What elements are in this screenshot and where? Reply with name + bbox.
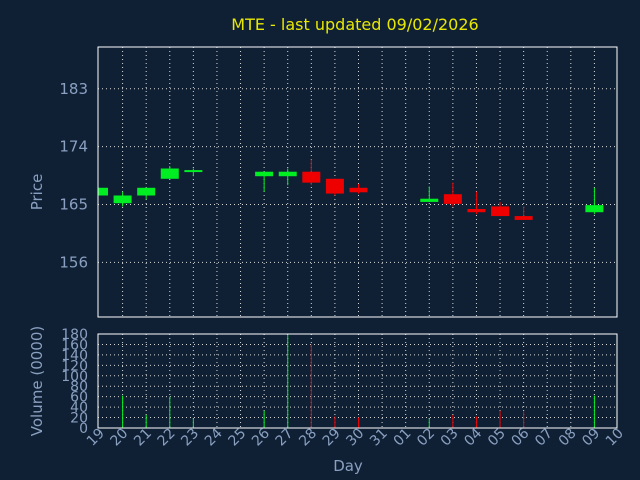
volume-tick-label: 100 xyxy=(61,369,88,385)
volume-tick-label: 160 xyxy=(61,337,88,353)
candle-body xyxy=(491,206,510,217)
day-tick-label: 06 xyxy=(509,425,533,449)
candle-body xyxy=(278,171,297,177)
day-tick-label: 27 xyxy=(273,426,297,450)
day-tick-label: 03 xyxy=(438,426,462,450)
day-tick-label: 05 xyxy=(485,426,509,450)
candle-body xyxy=(302,171,321,183)
volume-grid xyxy=(98,334,617,428)
volume-tick-label: 140 xyxy=(61,348,88,364)
day-tick-label: 07 xyxy=(532,426,556,450)
day-tick-label: 10 xyxy=(603,426,627,450)
day-axis-labels: 19 20 21 22 23 24 25 26 27 28 29 30 31 01 02 03 04 05 06 07… xyxy=(84,425,627,449)
day-tick-label: 22 xyxy=(155,426,179,450)
candles xyxy=(98,159,604,220)
day-tick-label: 23 xyxy=(178,426,202,450)
price-tick-label: 156 xyxy=(59,253,88,271)
volume-tick-label: 80 xyxy=(70,379,88,395)
day-tick-label: 24 xyxy=(202,425,226,449)
volume-tick-label: 40 xyxy=(70,400,88,416)
volume-tick-label: 180 xyxy=(61,327,88,343)
day-tick-label: 09 xyxy=(579,426,603,450)
candle-body xyxy=(325,178,344,194)
price-tick-label: 174 xyxy=(59,138,88,156)
day-tick-label: 20 xyxy=(107,426,131,450)
day-tick-label: 01 xyxy=(391,426,415,450)
candle-body xyxy=(184,170,203,173)
volume-tick-label: 120 xyxy=(61,358,88,374)
volume-tick-label: 20 xyxy=(70,411,88,427)
volume-bars xyxy=(122,335,595,428)
day-tick-label: 31 xyxy=(367,426,391,450)
price-panel-frame xyxy=(97,46,618,318)
volume-tick-label: 60 xyxy=(70,390,88,406)
day-axis-label: Day xyxy=(333,457,363,475)
day-tick-label: 08 xyxy=(556,426,580,450)
day-tick-label: 28 xyxy=(296,426,320,450)
candle-body xyxy=(255,171,274,177)
candle-body xyxy=(514,216,533,220)
price-tick-label: 165 xyxy=(59,196,88,214)
day-tick-label: 04 xyxy=(461,425,485,449)
day-tick-label: 21 xyxy=(131,426,155,450)
volume-axis-label: Volume (0000) xyxy=(28,326,46,436)
candle-body xyxy=(113,195,132,204)
price-grid xyxy=(98,47,617,317)
candle-body xyxy=(98,187,108,196)
volume-panel-frame xyxy=(97,333,618,429)
chart-title: MTE - last updated 09/02/2026 xyxy=(231,15,478,34)
price-axis-label: Price xyxy=(28,174,46,211)
price-axis-ticks: 183 174 165 156 xyxy=(59,80,88,272)
volume-tick-label: 0 xyxy=(79,421,88,437)
candle-body xyxy=(420,198,439,202)
day-tick-label: 02 xyxy=(414,426,438,450)
day-tick-label: 25 xyxy=(225,426,249,450)
price-tick-label: 183 xyxy=(59,80,88,98)
day-tick-label: 30 xyxy=(343,426,367,450)
candle-body xyxy=(160,168,179,179)
candle-body xyxy=(585,205,604,213)
day-tick-label: 26 xyxy=(249,425,273,449)
candle-body xyxy=(349,187,368,193)
candle-body xyxy=(443,194,462,204)
candle-body xyxy=(467,209,486,213)
day-tick-label: 29 xyxy=(320,426,344,450)
candle-body xyxy=(137,187,156,196)
